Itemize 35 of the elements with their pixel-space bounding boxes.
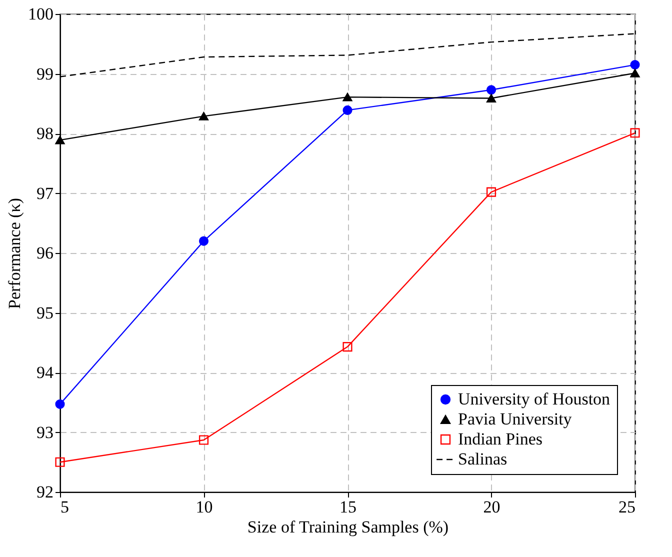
- point: [198, 112, 209, 120]
- y-tick-label: 98: [36, 124, 54, 143]
- y-tick-label: 100: [28, 4, 54, 24]
- x-tick-label: 25: [618, 498, 636, 516]
- x-tick-label: 20: [483, 498, 500, 516]
- legend-label: Salinas: [458, 450, 508, 468]
- x-tick-label: 5: [60, 498, 69, 516]
- y-tick-label: 94: [36, 363, 54, 382]
- x-tick-label: 15: [340, 498, 356, 516]
- legend-label: Pavia University: [458, 410, 572, 428]
- y-tick-label: 95: [36, 303, 54, 322]
- y-tick-label: 97: [36, 184, 54, 203]
- point: [55, 457, 65, 467]
- point: [342, 105, 352, 115]
- point: [486, 85, 496, 95]
- point: [198, 435, 209, 445]
- point: [342, 342, 352, 352]
- y-tick-label: 93: [36, 422, 54, 442]
- point: [486, 187, 496, 197]
- y-tick-label: 99: [36, 64, 54, 84]
- legend-label: Indian Pines: [458, 430, 543, 448]
- point: [630, 68, 640, 78]
- legend-label: University of Houston: [458, 390, 611, 408]
- y-axis-title: Performance (κ): [5, 198, 24, 309]
- point: [55, 399, 65, 409]
- y-tick-label: 92: [36, 482, 54, 502]
- point: [55, 136, 65, 144]
- point: [198, 236, 209, 246]
- x-tick-label: 10: [196, 498, 213, 516]
- y-tick-label: 96: [36, 244, 54, 262]
- x-axis-title: Size of Training Samples (%): [247, 518, 449, 536]
- point: [630, 60, 640, 70]
- point: [342, 92, 352, 102]
- point: [486, 94, 496, 102]
- point: [630, 128, 640, 138]
